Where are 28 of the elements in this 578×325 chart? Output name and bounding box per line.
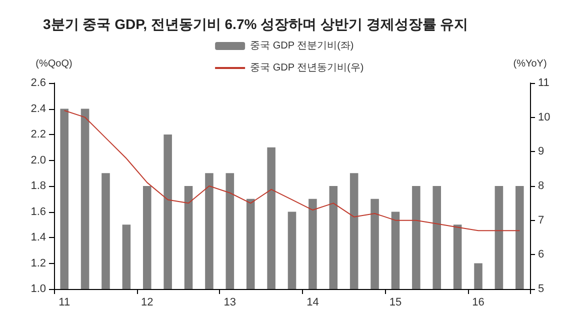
y2-tick-label: 5 [538,283,544,295]
y2-tick-label: 6 [538,248,544,261]
y-tick-label: 1.4 [30,232,46,244]
y2-axis-title: (%YoY) [513,58,547,70]
legend-label: 중국 GDP 전분기비(좌) [250,40,354,52]
x-tick-label: 14 [306,296,319,308]
y-tick-label: 2.6 [30,77,46,89]
x-tick-label: 12 [141,296,154,308]
chart-title: 3분기 중국 GDP, 전년동기비 6.7% 성장하며 상반기 경제성장률 유지 [43,16,468,32]
y-tick-label: 2.4 [30,102,46,115]
y2-tick-label: 8 [538,180,544,192]
y-tick-label: 1.0 [30,283,46,295]
y2-tick-label: 10 [538,111,550,124]
y-tick-label: 1.6 [30,206,46,218]
y-tick-label: 2.0 [30,154,46,166]
legend-label: 중국 GDP 전년동기비(우) [250,62,364,74]
y2-tick-label: 7 [538,214,544,226]
y-tick-label: 1.8 [30,180,46,192]
x-tick-label: 13 [224,296,236,308]
x-tick-label: 11 [58,296,70,308]
y2-tick-label: 9 [538,146,544,158]
y-tick-label: 1.2 [30,257,46,270]
line-series [64,110,520,232]
y-axis-title: (%QoQ) [36,58,72,70]
y-tick-label: 2.2 [30,128,46,140]
x-tick-label: 15 [389,296,402,308]
x-tick-label: 16 [472,296,484,308]
y2-tick-label: 11 [538,77,550,89]
